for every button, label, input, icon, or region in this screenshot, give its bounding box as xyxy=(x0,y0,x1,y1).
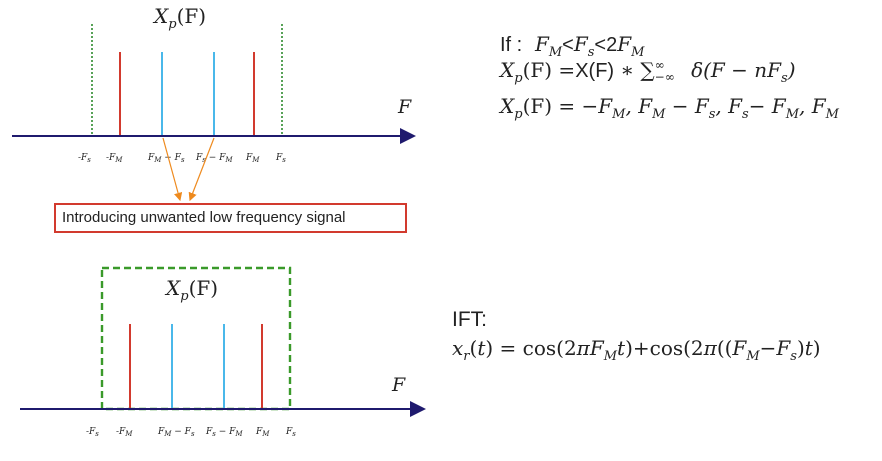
ift-label: IFT: xyxy=(452,308,487,331)
sampled-spectrum-equation: Xp(F) =X(F) ∗ ∑∞−∞ δ(F − nFs) xyxy=(500,58,796,86)
top-tick-fs-fm: Fs − FM xyxy=(195,153,233,164)
top-plot-title: Xp(F) xyxy=(154,4,207,32)
top-tick-fm-fs: FM − Fs xyxy=(147,153,185,164)
bottom-tick-fm-fs: FM − Fs xyxy=(157,427,195,438)
top-tick-neg-fs: -Fs xyxy=(78,153,91,164)
top-spectrum-plot: -Fs -FM FM − Fs Fs − FM FM Fs xyxy=(12,24,416,202)
unwanted-signal-callout: Introducing unwanted low frequency signa… xyxy=(54,203,407,233)
bottom-tick-fs-fm: Fs − FM xyxy=(205,427,243,438)
arrow-to-callout-2 xyxy=(188,137,215,202)
condition-equation: If : FM<Fs<2FM xyxy=(500,32,645,60)
bottom-tick-fm: FM xyxy=(255,427,270,438)
bottom-tick-neg-fm: -FM xyxy=(116,427,133,438)
top-tick-neg-fm: -FM xyxy=(106,153,123,164)
bottom-spectrum-plot: -Fs -FM FM − Fs Fs − FM FM Fs xyxy=(20,266,426,438)
bottom-tick-fs: Fs xyxy=(285,427,296,438)
bottom-axis-label: F xyxy=(392,374,406,396)
bottom-tick-neg-fs: -Fs xyxy=(86,427,99,438)
top-tick-fm: FM xyxy=(245,153,260,164)
ift-equation: xr(t) = cos(2πFMt)+cos(2π((FM−Fs)t) xyxy=(452,336,821,364)
top-tick-fs: Fs xyxy=(275,153,286,164)
frequency-components-equation: Xp(F) = −FM, FM − Fs, Fs− FM, FM xyxy=(500,94,839,122)
bottom-plot-title: Xp(F) xyxy=(166,276,219,304)
top-axis-label: F xyxy=(398,96,412,118)
arrow-to-callout-1 xyxy=(162,137,183,202)
